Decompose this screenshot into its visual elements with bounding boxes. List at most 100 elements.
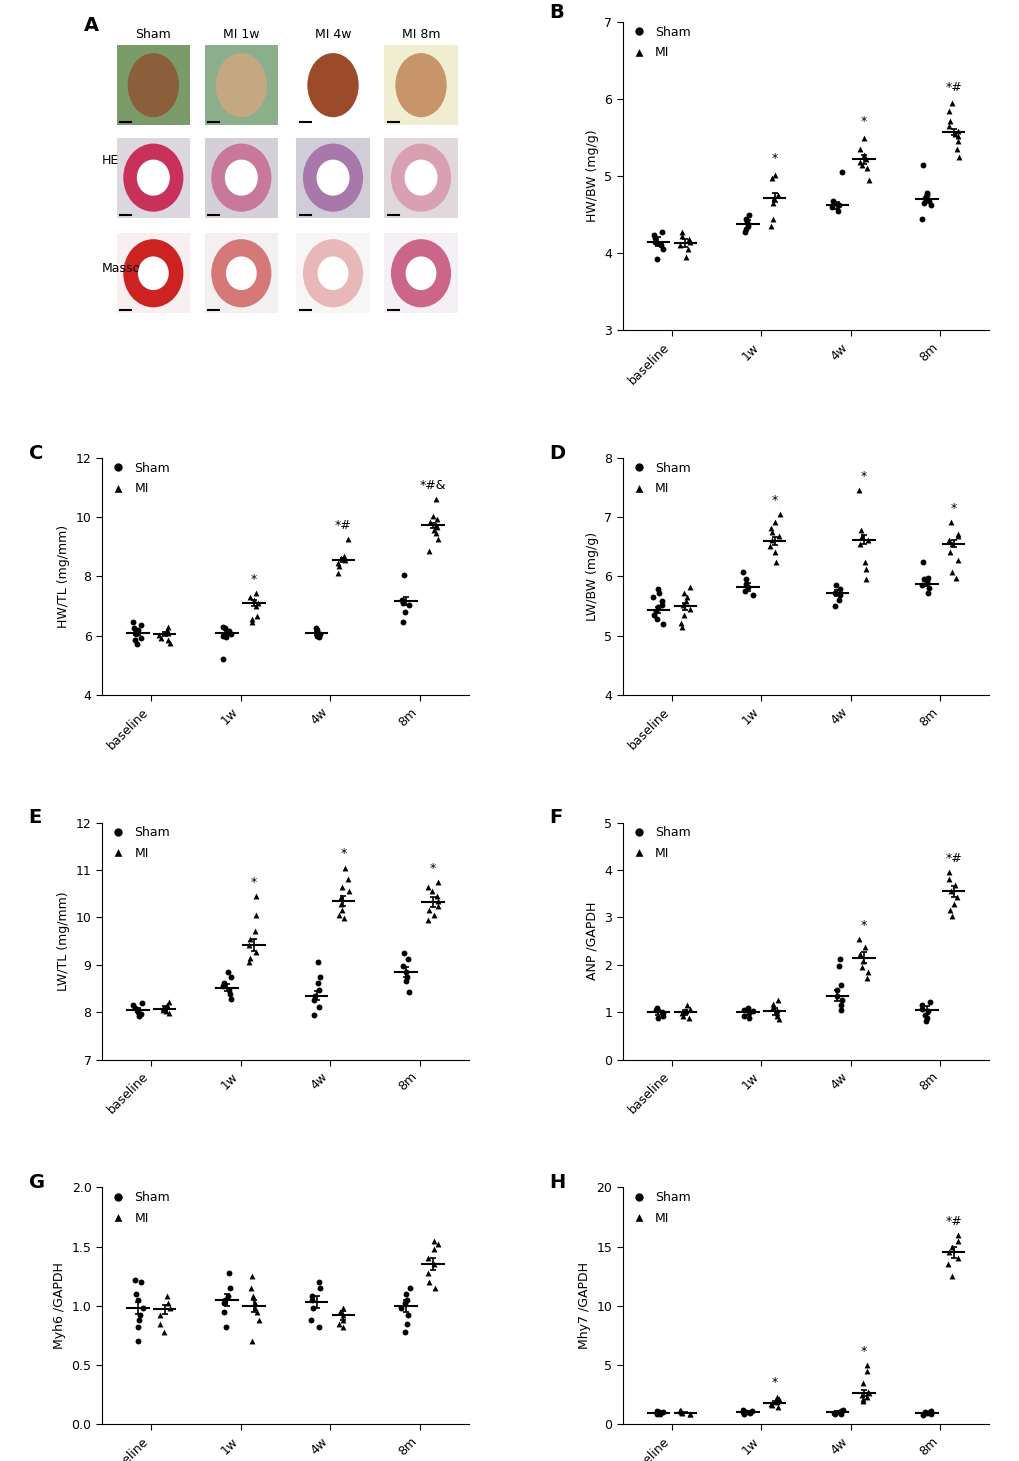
- Ellipse shape: [215, 53, 267, 117]
- FancyBboxPatch shape: [116, 234, 190, 313]
- Text: *: *: [251, 573, 257, 586]
- Point: [248, 939, 264, 963]
- Point: [829, 193, 846, 216]
- Point: [221, 1277, 237, 1300]
- Point: [858, 156, 874, 180]
- Point: [242, 586, 258, 609]
- Point: [859, 960, 875, 983]
- Point: [128, 622, 145, 646]
- Point: [399, 948, 416, 972]
- Point: [763, 1394, 780, 1417]
- Point: [247, 919, 263, 942]
- Point: [311, 995, 327, 1018]
- Point: [852, 519, 868, 542]
- Point: [673, 611, 689, 634]
- Point: [740, 1002, 756, 1026]
- Point: [768, 1385, 785, 1408]
- Ellipse shape: [211, 143, 271, 212]
- Point: [127, 1268, 144, 1292]
- Point: [331, 1300, 347, 1324]
- Point: [766, 162, 783, 186]
- Text: *: *: [340, 847, 346, 861]
- Point: [766, 539, 783, 562]
- Point: [127, 1283, 144, 1306]
- Point: [737, 568, 753, 592]
- Point: [919, 188, 935, 212]
- Point: [311, 625, 327, 649]
- Point: [653, 590, 669, 614]
- Point: [944, 560, 960, 583]
- Point: [949, 1246, 965, 1270]
- Point: [396, 600, 413, 624]
- Point: [153, 627, 169, 650]
- Legend: Sham, MI: Sham, MI: [106, 1191, 170, 1224]
- Point: [654, 1400, 671, 1423]
- Legend: Sham, MI: Sham, MI: [626, 26, 690, 58]
- Point: [654, 238, 671, 262]
- Point: [125, 993, 142, 1017]
- Point: [245, 1284, 261, 1308]
- Point: [674, 221, 690, 244]
- Point: [651, 232, 667, 256]
- Text: Sham: Sham: [136, 28, 171, 41]
- Point: [425, 1237, 441, 1261]
- Point: [133, 991, 150, 1014]
- Point: [856, 935, 872, 958]
- Point: [943, 532, 959, 555]
- Point: [677, 999, 693, 1023]
- Point: [740, 215, 756, 238]
- Point: [308, 617, 324, 640]
- Point: [734, 560, 750, 583]
- Point: [940, 861, 956, 884]
- Point: [768, 998, 785, 1021]
- Point: [248, 581, 264, 605]
- Point: [223, 622, 239, 646]
- Point: [429, 1233, 445, 1256]
- Point: [159, 615, 175, 638]
- Point: [744, 584, 760, 608]
- Point: [426, 903, 442, 926]
- Point: [394, 611, 411, 634]
- Point: [159, 993, 175, 1017]
- Text: *: *: [251, 877, 257, 888]
- Point: [333, 546, 350, 570]
- Point: [393, 589, 410, 612]
- Point: [125, 611, 142, 634]
- Text: MI 4w: MI 4w: [315, 28, 351, 41]
- Point: [823, 196, 840, 219]
- Point: [160, 1292, 176, 1315]
- Point: [859, 527, 875, 551]
- Point: [130, 1315, 147, 1338]
- Point: [768, 1004, 785, 1027]
- Point: [769, 184, 786, 207]
- Point: [162, 631, 178, 655]
- Point: [860, 1382, 876, 1405]
- Point: [919, 581, 935, 605]
- Point: [215, 1292, 231, 1315]
- Point: [158, 999, 174, 1023]
- Point: [913, 996, 929, 1020]
- Point: [851, 532, 867, 555]
- Point: [158, 1284, 174, 1308]
- Point: [339, 866, 356, 890]
- Point: [156, 1321, 172, 1344]
- Point: [129, 1289, 146, 1312]
- Point: [652, 234, 668, 257]
- Point: [830, 577, 847, 600]
- Point: [737, 1400, 753, 1423]
- Point: [215, 972, 231, 995]
- Ellipse shape: [390, 240, 450, 307]
- FancyBboxPatch shape: [205, 234, 278, 313]
- FancyBboxPatch shape: [116, 137, 190, 218]
- FancyBboxPatch shape: [297, 45, 369, 126]
- Text: G: G: [29, 1173, 45, 1192]
- Point: [943, 904, 959, 928]
- Point: [942, 110, 958, 133]
- Point: [217, 625, 233, 649]
- Point: [649, 577, 665, 600]
- Point: [309, 618, 325, 641]
- Point: [942, 510, 958, 533]
- Point: [131, 1303, 148, 1327]
- Point: [860, 168, 876, 191]
- Point: [216, 1289, 232, 1312]
